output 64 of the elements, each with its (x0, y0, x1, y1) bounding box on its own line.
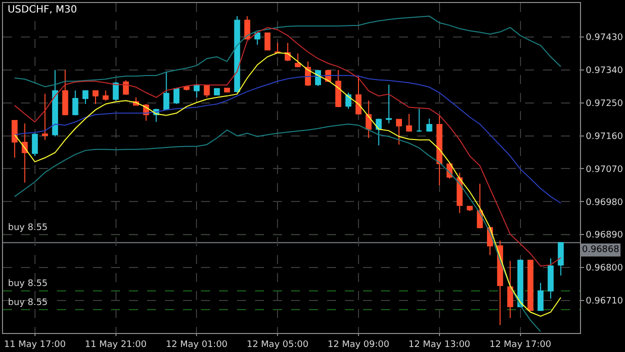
ref-line-label: buy 8.55 (8, 279, 48, 289)
candlestick (538, 282, 544, 312)
candlestick (52, 69, 58, 138)
candlestick (122, 80, 129, 96)
ref-line-label: buy 8.55 (8, 298, 48, 308)
x-tick-label: 11 May 17:00 (4, 340, 66, 350)
y-tick-label: 0.96890 (586, 230, 624, 241)
x-tick-label: 12 May 01:00 (166, 340, 228, 350)
x-tick-label: 12 May 05:00 (246, 340, 309, 350)
candlestick (173, 87, 180, 104)
line-series (14, 16, 562, 88)
candlestick (386, 84, 392, 124)
y-tick-label: 0.97250 (586, 99, 624, 110)
candlestick (416, 108, 422, 132)
candlestick (92, 90, 99, 104)
candlestick (42, 93, 48, 140)
ref-line-label: buy 8.55 (8, 223, 48, 233)
candlestick (234, 16, 240, 94)
candlestick (436, 114, 442, 186)
candlestick (102, 90, 109, 102)
x-tick-label: 12 May 13:00 (408, 340, 471, 350)
candlestick (274, 42, 281, 54)
chart-title: USDCHF, M30 (8, 4, 77, 16)
y-tick-label: 0.96980 (586, 198, 624, 208)
line-series (14, 74, 562, 204)
y-tick-label: 0.96800 (586, 264, 624, 274)
x-tick-label: 12 May 09:00 (328, 340, 390, 350)
candlestick (204, 84, 210, 98)
candlestick (214, 88, 220, 96)
candlestick (294, 52, 301, 68)
candlestick (62, 69, 68, 116)
candlestick (194, 84, 200, 98)
y-tick-label: 0.96710 (586, 296, 624, 307)
candlestick (82, 90, 88, 104)
candlestick (163, 70, 170, 112)
candlestick (517, 258, 524, 308)
candlestick (112, 82, 119, 102)
candlestick (32, 132, 38, 156)
candlestick (558, 242, 564, 276)
candlestick (527, 260, 534, 312)
candlestick (335, 69, 342, 108)
y-tick-label: 0.97070 (586, 164, 624, 175)
candlestick (548, 258, 554, 300)
candlestick (264, 32, 270, 51)
x-tick-label: 11 May 21:00 (84, 340, 147, 350)
candlestick (507, 260, 514, 318)
x-tick-label: 12 May 17:00 (489, 340, 552, 350)
candlestick (426, 118, 432, 132)
candlestick (366, 100, 372, 138)
candlestick (396, 118, 402, 146)
candlestick (476, 183, 483, 229)
candlestick (224, 87, 230, 94)
y-tick-label: 0.97160 (586, 132, 624, 142)
y-tick-label: 0.97340 (586, 66, 624, 76)
candlestick (456, 172, 463, 214)
candlestick (12, 120, 18, 158)
candlestick (376, 118, 382, 146)
candlestick (72, 90, 78, 116)
ref-line-label: 0.96868 (582, 245, 620, 255)
candlestick (356, 76, 362, 116)
candlestick (254, 31, 260, 46)
candlestick (406, 113, 412, 132)
candlestick (22, 122, 28, 184)
y-tick-label: 0.97430 (586, 33, 624, 44)
